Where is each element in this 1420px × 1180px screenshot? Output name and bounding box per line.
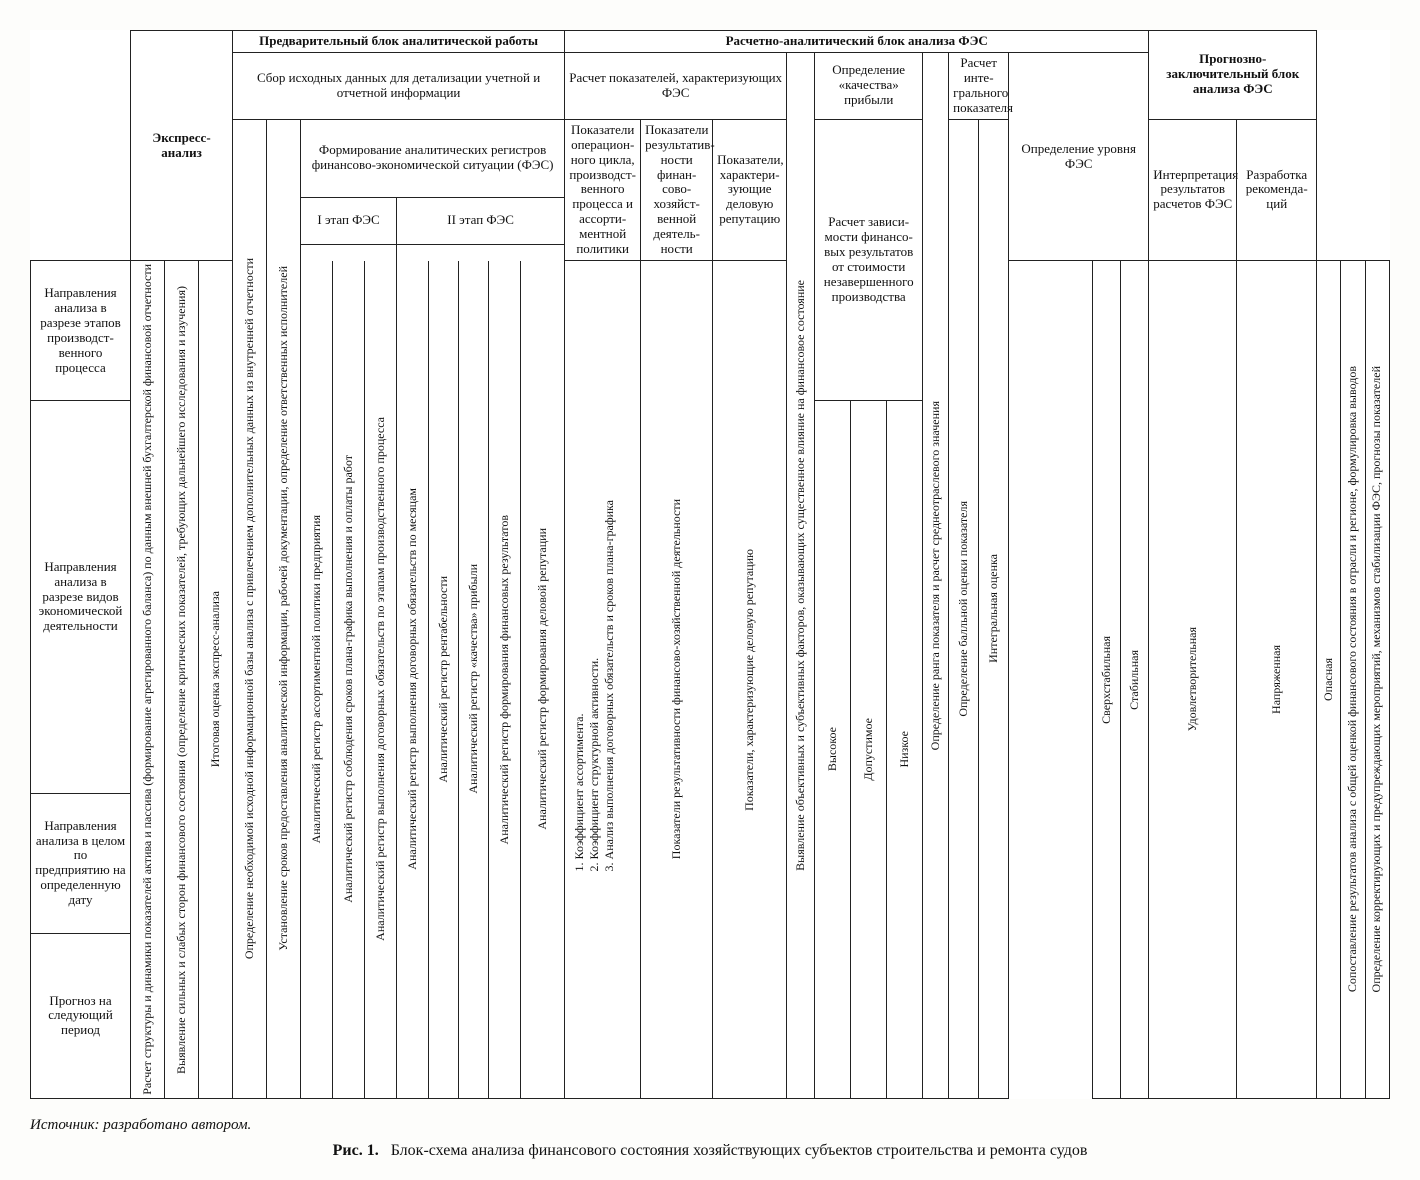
lvl4-col: Напряженная [1237, 261, 1317, 1099]
prog2-body: Определение корректирующих и предупрежда… [1365, 261, 1389, 1099]
lvl2-col: Стабильная [1121, 261, 1149, 1099]
express-col2: Выявление сильных и слабых сторон финанс… [165, 261, 199, 1099]
source-caption: Источник: разработано автором. [30, 1117, 1390, 1134]
level-header: Опреде­ление уровня ФЭС [1009, 52, 1149, 260]
deadlines-col: Установление сроков предоставления анали… [267, 119, 301, 1098]
express-col3: Итоговая оценка экспресс-анализа [199, 261, 233, 1099]
calc-block-header: Расчетно-аналитический блок анализа ФЭС [565, 31, 1149, 53]
reg2-col: Аналитический регистр соблюдения сроков … [333, 261, 365, 1099]
figure-caption: Рис. 1. Блок-схема анализа финансового с… [30, 1142, 1390, 1160]
reg8-col: Аналитический регистр формирования делов… [521, 261, 565, 1099]
calc-sub2: Определение «качества» прибыли [815, 52, 923, 119]
lvl1-col: Сверхстабильная [1093, 261, 1121, 1099]
reg5-col: Аналитический регистр рентабельности [429, 261, 459, 1099]
qual-high: Высокое [815, 401, 851, 1099]
ind2-body: Показатели результативности финансово-хо… [641, 261, 713, 1099]
ind1-body: Коэффициент ассортимента. Коэффициент ст… [565, 261, 641, 1099]
qual-ok: Допустимое [851, 401, 887, 1099]
stage2-header: II этап ФЭС [397, 198, 565, 245]
left-row2: Направления анализа в разрезе видов экон… [31, 401, 131, 794]
reg3-col: Аналитический регистр выполнения договор… [365, 261, 397, 1099]
left-row4: Прогноз на следующий период [31, 933, 131, 1098]
page: Экспресс-анализ Предварительный блок ана… [0, 0, 1420, 1180]
ind3-body: Показатели, характеризующие деловую репу… [713, 261, 787, 1099]
factors-col: Выявление объективных и субъективных фак… [787, 52, 815, 1098]
qual-calc-header: Расчет зависи­мости финансо­вых результа… [815, 119, 923, 400]
score-col: Определение балльной оценки показателя [949, 119, 979, 1098]
reg1-col: Аналитический регистр ассортиментной пол… [301, 261, 333, 1099]
express-col1: Расчет структуры и динамики показателей … [131, 261, 165, 1099]
prog2-header: Разработка рекоменда­ций [1237, 119, 1317, 260]
stage1-header: I этап ФЭС [301, 198, 397, 245]
ind2-header: Показатели результатив­ности финан­сово-… [641, 119, 713, 260]
express-header: Экспресс-анализ [131, 31, 233, 261]
lvl3-col: Удовлетворительная [1149, 261, 1237, 1099]
prelim-sub: Сбор исходных данных для детализации уче… [233, 52, 565, 119]
prog1-body: Сопоставление результатов анализа с обще… [1341, 261, 1365, 1099]
reg4-col: Аналитический регистр выполнения договор… [397, 261, 429, 1099]
prog-block-header: Прогнозно-заключительный блок анализа ФЭ… [1149, 31, 1317, 120]
fes-reg-header: Формирование аналитических ре­гистров фи… [301, 119, 565, 197]
block-scheme-table: Экспресс-анализ Предварительный блок ана… [30, 30, 1390, 1099]
ind1-header: Показатели операцион­ного цикла, произво… [565, 119, 641, 260]
prog1-header: Интерпретация результатов расчетов ФЭС [1149, 119, 1237, 260]
reg7-col: Аналитический регистр формирования финан… [489, 261, 521, 1099]
calc-sub1: Расчет показателей, характери­зующих ФЭС [565, 52, 787, 119]
ind3-header: Показатели, характери­зующие деловую реп… [713, 119, 787, 260]
qual-low: Низкое [887, 401, 923, 1099]
reg6-col: Аналитический регистр «качества» прибыли [459, 261, 489, 1099]
prelim-block-header: Предварительный блок аналитической работ… [233, 31, 565, 53]
rank-col: Определение ранга показателя и расчет ср… [923, 52, 949, 1098]
left-row3: Направления анализа в целом по предприят… [31, 793, 131, 933]
info-base-col: Определение необходимой исходной информа… [233, 119, 267, 1098]
lvl5-col: Опасная [1317, 261, 1341, 1099]
calc-sub3: Расчет инте­грального показателя [949, 52, 1009, 119]
integral-col: Интегральная оценка [979, 119, 1009, 1098]
left-row1: Направления анализа в разрезе этапов про… [31, 261, 131, 401]
